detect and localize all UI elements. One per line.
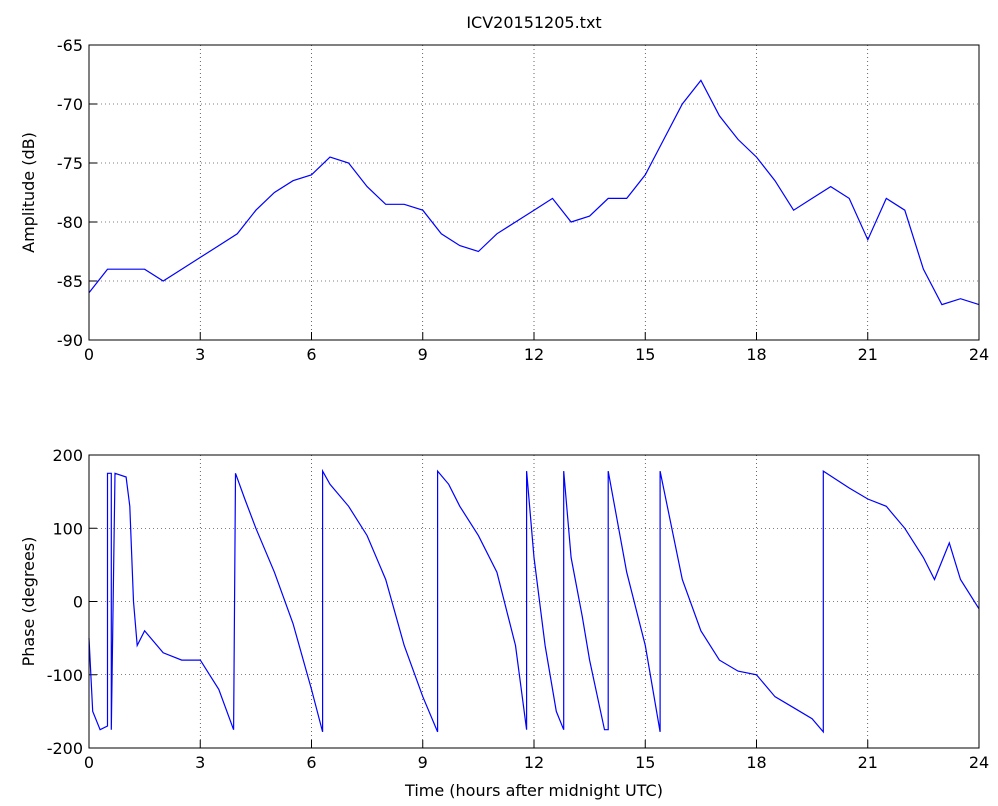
x-tick-label: 3 [195, 345, 205, 364]
data-line [88, 79, 980, 306]
x-axis-label: Time (hours after midnight UTC) [404, 781, 663, 800]
y-axis-label: Phase (degrees) [19, 537, 38, 667]
x-tick-label: 12 [524, 753, 544, 772]
y-tick-label: -200 [47, 739, 83, 758]
x-tick-label: 21 [858, 345, 878, 364]
x-tick-label: 18 [746, 345, 766, 364]
x-tick-label: 9 [418, 753, 428, 772]
y-tick-label: 200 [52, 446, 83, 465]
y-tick-label: 100 [52, 519, 83, 538]
x-tick-label: 15 [635, 753, 655, 772]
x-tick-label: 21 [858, 753, 878, 772]
x-tick-label: 15 [635, 345, 655, 364]
y-tick-label: -80 [57, 213, 83, 232]
x-tick-label: 0 [84, 753, 94, 772]
x-tick-label: 18 [746, 753, 766, 772]
y-axis-label: Amplitude (dB) [19, 132, 38, 253]
y-tick-label: 0 [73, 593, 83, 612]
x-tick-label: 24 [969, 345, 989, 364]
axes-box [88, 44, 980, 341]
y-tick-label: -70 [57, 95, 83, 114]
x-tick-label: 24 [969, 753, 989, 772]
x-tick-label: 6 [306, 345, 316, 364]
y-tick-label: -100 [47, 666, 83, 685]
y-tick-label: -90 [57, 331, 83, 350]
chart-title: ICV20151205.txt [466, 13, 601, 32]
data-line [88, 468, 980, 734]
axes-box [88, 454, 980, 749]
y-tick-label: -65 [57, 36, 83, 55]
x-tick-label: 12 [524, 345, 544, 364]
x-tick-label: 6 [306, 753, 316, 772]
x-tick-label: 0 [84, 345, 94, 364]
x-tick-label: 3 [195, 753, 205, 772]
y-tick-label: -75 [57, 154, 83, 173]
x-tick-label: 9 [418, 345, 428, 364]
y-tick-label: -85 [57, 272, 83, 291]
